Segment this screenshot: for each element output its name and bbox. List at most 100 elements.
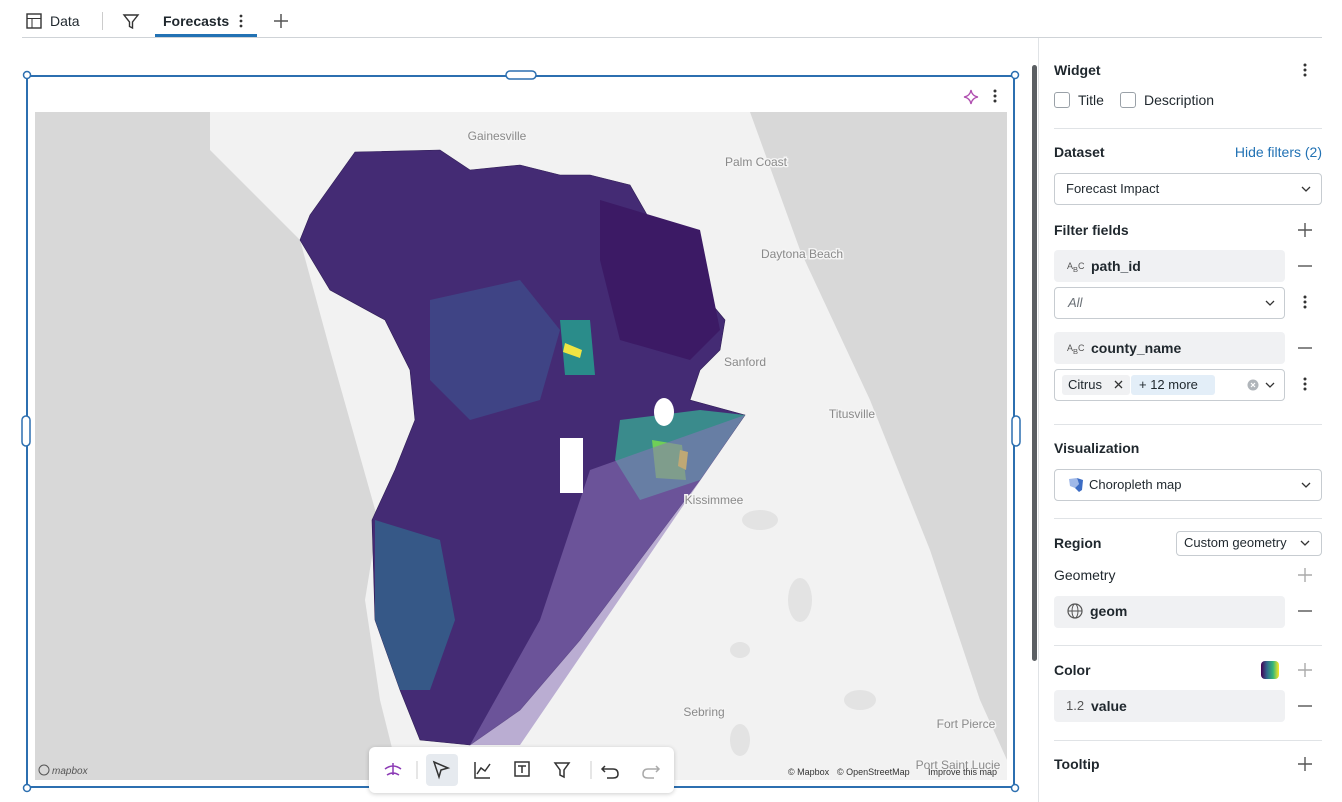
string-type-icon: ABC	[1067, 343, 1085, 356]
chevron	[1265, 300, 1275, 306]
hide-filters-link[interactable]: Hide filters (2)	[1234, 144, 1322, 160]
chevron	[1301, 482, 1311, 488]
widget-menu[interactable]	[990, 88, 1000, 104]
color-scale-swatch[interactable]	[1261, 661, 1279, 679]
resize-handles	[21, 70, 1021, 793]
toolbar-icons[interactable]	[369, 747, 674, 793]
separator	[1054, 424, 1322, 425]
chip-label: Citrus	[1068, 377, 1102, 392]
choropleth-band	[470, 415, 745, 745]
checkbox[interactable]	[1054, 92, 1070, 108]
field-name: geom	[1090, 603, 1128, 619]
panel-border	[1038, 38, 1039, 802]
globe-icon	[1067, 603, 1083, 619]
map-label: Sebring	[683, 705, 724, 719]
tab-menu[interactable]	[236, 13, 246, 29]
map-label: Titusville	[829, 407, 876, 421]
map-label: Daytona Beach	[761, 247, 843, 261]
field-pill[interactable]	[1054, 332, 1285, 364]
checkbox[interactable]	[1120, 92, 1136, 108]
section-heading: Widget	[1054, 62, 1101, 78]
separator	[1054, 645, 1322, 646]
field-name: path_id	[1091, 258, 1141, 274]
remove-button[interactable]	[1298, 705, 1312, 707]
map-label: Palm Coast	[725, 155, 788, 169]
section-heading: Region	[1054, 535, 1102, 551]
no-data-area	[654, 398, 674, 426]
add-button[interactable]	[1298, 757, 1312, 771]
remove-button[interactable]	[1298, 347, 1312, 349]
select-value: Forecast Impact	[1066, 181, 1160, 196]
dataset-select[interactable]	[1054, 173, 1322, 205]
section-heading: Dataset	[1054, 144, 1105, 160]
filter-select[interactable]	[1054, 287, 1285, 319]
tab-data[interactable]: Data	[50, 13, 80, 29]
choropleth-region	[430, 280, 560, 420]
separator	[1054, 740, 1322, 741]
select-value: Choropleth map	[1089, 477, 1182, 492]
chevron	[1301, 186, 1311, 192]
chip-remove[interactable]	[1114, 380, 1123, 389]
attribution[interactable]: © OpenStreetMap	[837, 767, 910, 777]
field-pill[interactable]	[1054, 250, 1285, 282]
remove-button[interactable]	[1298, 610, 1312, 612]
attribution[interactable]: Improve this map	[928, 767, 997, 777]
mapbox-logo[interactable]: mapbox	[52, 766, 89, 777]
choropleth-region	[563, 343, 582, 358]
map[interactable]: Gainesville Palm Coast Daytona Beach San…	[35, 112, 1007, 780]
tab-forecasts[interactable]: Forecasts	[163, 13, 230, 29]
map-label: Port Saint Lucie	[916, 758, 1001, 772]
select-placeholder: All	[1068, 295, 1083, 310]
section-heading: Filter fields	[1054, 222, 1129, 238]
chip	[1131, 375, 1215, 395]
divider	[102, 12, 103, 30]
select-value: Custom geometry	[1184, 535, 1287, 550]
section-heading: Tooltip	[1054, 756, 1100, 772]
scrollbar[interactable]	[1032, 65, 1037, 661]
chevron	[1300, 540, 1310, 546]
checkbox-label[interactable]: Description	[1144, 92, 1215, 108]
add-button[interactable]	[1298, 663, 1312, 677]
string-type-icon: ABC	[1067, 261, 1085, 274]
map-label: Kissimmee	[685, 493, 744, 507]
mapbox-logo-mark	[38, 764, 50, 776]
chip	[1062, 375, 1130, 395]
no-data-area	[560, 438, 583, 493]
checkbox-label[interactable]: Title	[1078, 92, 1104, 108]
active-tab-underline	[155, 34, 257, 37]
section-heading: Visualization	[1054, 440, 1140, 456]
add-tab[interactable]	[273, 13, 289, 29]
field-menu[interactable]	[1300, 376, 1310, 392]
field-menu[interactable]	[1300, 294, 1310, 310]
table-icon	[26, 13, 42, 29]
field-name: county_name	[1091, 340, 1182, 356]
map-label: Sanford	[724, 355, 766, 369]
field-pill[interactable]	[1054, 596, 1285, 628]
panel-menu[interactable]	[1300, 62, 1310, 78]
map-label: Fort Pierce	[937, 717, 996, 731]
tab-bar-border	[22, 37, 1322, 38]
section-heading: Color	[1054, 662, 1091, 678]
clear-button[interactable]	[1247, 379, 1259, 391]
map-label: Gainesville	[468, 129, 527, 143]
separator	[1054, 518, 1322, 519]
remove-button[interactable]	[1298, 265, 1312, 267]
field-name: value	[1091, 698, 1127, 714]
assistant-icon[interactable]	[962, 88, 980, 106]
visualization-select[interactable]	[1054, 469, 1322, 501]
choropleth-region	[560, 320, 595, 375]
choropleth-region	[600, 200, 720, 360]
add-button[interactable]	[1298, 223, 1312, 237]
choropleth-icon	[1069, 478, 1083, 492]
add-button[interactable]	[1298, 568, 1312, 582]
numeric-type-icon: 1.2	[1066, 698, 1085, 713]
region-select[interactable]	[1176, 531, 1322, 556]
chevron	[1265, 382, 1275, 388]
attribution[interactable]: © Mapbox	[788, 767, 830, 777]
filter-tab[interactable]	[122, 12, 140, 30]
subsection-heading: Geometry	[1054, 567, 1116, 583]
field-pill[interactable]	[1054, 690, 1285, 722]
separator	[1054, 128, 1322, 129]
chip-label[interactable]: + 12 more	[1139, 377, 1198, 392]
